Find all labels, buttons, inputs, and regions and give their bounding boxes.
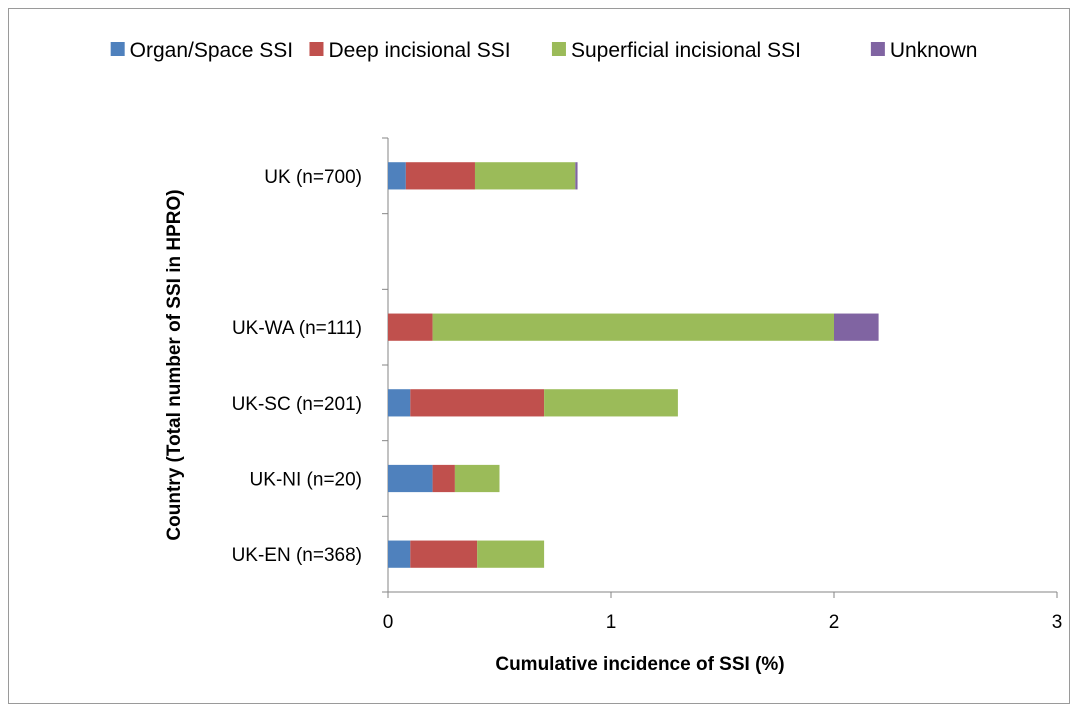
axes	[387, 138, 1057, 593]
x-tick-label: 0	[383, 612, 394, 633]
bars	[388, 162, 879, 568]
legend-swatch	[110, 42, 125, 56]
y-tick-label: UK-WA (n=111)	[232, 318, 362, 339]
y-tick-label: UK-NI (n=20)	[250, 470, 362, 491]
y-axis-title: Country (Total number of SSI in HPRO)	[164, 189, 185, 540]
x-tick-label: 2	[829, 612, 840, 633]
legend-label: Unknown	[890, 39, 978, 62]
bar-segment	[405, 162, 475, 190]
bar-segment	[388, 464, 433, 493]
x-tick-label: 1	[606, 612, 617, 633]
bar-segment	[474, 162, 576, 190]
x-tick-label: 3	[1052, 612, 1063, 633]
legend-label: Deep incisional SSI	[328, 39, 510, 62]
chart-frame	[8, 8, 1070, 704]
legend-label: Superficial incisional SSI	[571, 39, 801, 62]
bar-segment	[432, 464, 455, 493]
bar-segment	[388, 162, 406, 190]
bar-segment	[454, 464, 500, 493]
bar-segment	[388, 313, 433, 341]
bar-segment	[410, 389, 545, 417]
y-tick-label: UK (n=700)	[264, 167, 362, 188]
y-tick-label: UK-EN (n=368)	[232, 545, 362, 566]
legend-swatch	[870, 42, 885, 56]
legend-label: Organ/Space SSI	[130, 39, 293, 62]
bar-segment	[477, 540, 545, 568]
bar-segment	[544, 389, 678, 417]
x-axis-ticks: 0 1 2 3	[383, 592, 1063, 633]
bar-segment	[432, 313, 834, 341]
bar-segment	[410, 540, 478, 568]
bar-segment	[834, 313, 879, 341]
bar-segment	[575, 162, 578, 190]
y-tick-label: UK-SC (n=201)	[232, 394, 362, 415]
legend-swatch	[309, 42, 324, 56]
bar-segment	[388, 540, 411, 568]
x-axis-title: Cumulative incidence of SSI (%)	[495, 654, 784, 675]
legend: Organ/Space SSI Deep incisional SSI Superf…	[110, 39, 978, 62]
y-axis-ticks: UK (n=700) UK-WA (n=111) UK-SC (n=201) UK-N…	[232, 137, 388, 593]
legend-swatch	[551, 42, 566, 56]
bar-segment	[388, 389, 411, 417]
